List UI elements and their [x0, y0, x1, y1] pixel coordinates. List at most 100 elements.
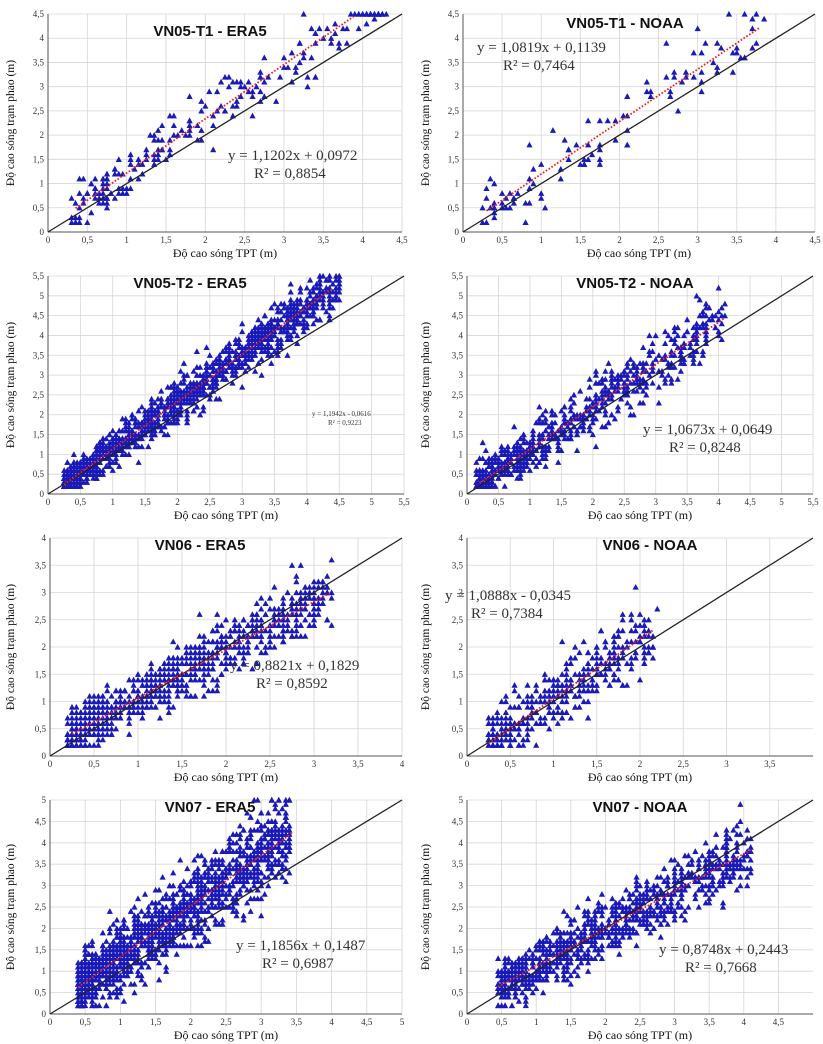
- data-point: [476, 475, 483, 481]
- data-point: [83, 455, 90, 461]
- data-point: [292, 69, 299, 75]
- data-point: [88, 209, 95, 216]
- data-point: [240, 643, 247, 650]
- data-point: [507, 471, 515, 477]
- data-point: [90, 455, 97, 461]
- data-point: [576, 692, 583, 699]
- data-point: [671, 73, 678, 80]
- reference-line: [462, 13, 816, 233]
- reference-line: [49, 537, 403, 757]
- data-point: [196, 654, 203, 661]
- data-point: [316, 276, 323, 283]
- y-tick-label: 3: [42, 881, 47, 891]
- data-point: [212, 921, 219, 927]
- data-point: [183, 643, 190, 650]
- data-point: [95, 731, 102, 737]
- data-point: [277, 300, 285, 307]
- data-point: [167, 391, 175, 398]
- data-point: [718, 320, 725, 327]
- chart-svg: 00,511,522,533,544,555,50 0,5 1 1,5 2 2,5 3 3,5…: [5, 271, 410, 522]
- data-point: [563, 665, 570, 672]
- data-point: [611, 375, 618, 382]
- data-point: [212, 848, 219, 854]
- data-point: [628, 654, 635, 661]
- data-point: [567, 660, 574, 666]
- data-point: [90, 709, 98, 716]
- data-point: [680, 332, 688, 339]
- data-point: [174, 676, 181, 683]
- data-point: [541, 676, 548, 683]
- data-point: [293, 611, 300, 617]
- data-point: [193, 383, 200, 390]
- data-point: [216, 352, 223, 358]
- data-point: [592, 391, 600, 398]
- y-tick-label: 1,5: [452, 430, 464, 440]
- y-tick-label: 2: [459, 642, 464, 652]
- chart-title: VN05-T2 - NOAA: [576, 275, 694, 292]
- data-point: [166, 146, 174, 153]
- data-point: [92, 175, 99, 182]
- x-tick-label: 0: [46, 235, 51, 245]
- data-point: [563, 692, 570, 699]
- data-point: [187, 882, 194, 889]
- data-point: [284, 316, 291, 323]
- data-point: [610, 676, 618, 683]
- data-point: [549, 127, 557, 133]
- data-point: [573, 427, 581, 434]
- data-point: [624, 141, 631, 148]
- data-point: [77, 714, 84, 721]
- data-point: [649, 360, 656, 366]
- data-point: [517, 471, 524, 477]
- data-point: [73, 703, 80, 710]
- y-tick-label: 1: [40, 449, 45, 459]
- data-point: [106, 989, 113, 996]
- data-point: [640, 399, 647, 406]
- data-point: [628, 611, 635, 617]
- data-point: [489, 467, 496, 473]
- data-point: [156, 698, 164, 705]
- data-point: [99, 731, 106, 737]
- data-point: [529, 439, 537, 446]
- data-point: [117, 985, 124, 991]
- data-point: [197, 411, 204, 418]
- data-point: [93, 451, 100, 457]
- data-point: [74, 467, 81, 473]
- data-point: [611, 415, 618, 422]
- data-point: [491, 180, 498, 187]
- data-point: [112, 725, 120, 732]
- data-point: [76, 175, 83, 182]
- data-point: [649, 654, 657, 661]
- data-point: [117, 692, 124, 699]
- data-point: [120, 968, 128, 974]
- data-point: [303, 308, 311, 315]
- data-point: [206, 88, 213, 95]
- data-point: [236, 649, 243, 656]
- data-point: [662, 340, 669, 347]
- data-point: [141, 891, 149, 897]
- data-point: [533, 463, 540, 469]
- data-point: [284, 352, 291, 358]
- data-point: [304, 83, 311, 90]
- data-point: [698, 88, 705, 95]
- data-point: [72, 199, 79, 206]
- data-point: [297, 312, 304, 319]
- data-point: [99, 451, 107, 457]
- data-point: [154, 403, 162, 410]
- data-point: [201, 933, 208, 940]
- data-point: [487, 175, 494, 182]
- y-tick-label: 3: [42, 588, 47, 598]
- data-point: [526, 141, 533, 148]
- data-point: [254, 839, 261, 846]
- x-tick-label: 3,5: [682, 497, 694, 507]
- data-point: [148, 692, 155, 699]
- data-point: [222, 649, 230, 656]
- data-point: [323, 276, 330, 283]
- data-point: [641, 616, 648, 623]
- data-point: [753, 10, 760, 17]
- data-point: [264, 352, 272, 358]
- data-point: [148, 395, 155, 402]
- data-point: [507, 742, 514, 748]
- data-point: [515, 725, 522, 732]
- data-point: [138, 959, 145, 966]
- data-point: [485, 720, 492, 726]
